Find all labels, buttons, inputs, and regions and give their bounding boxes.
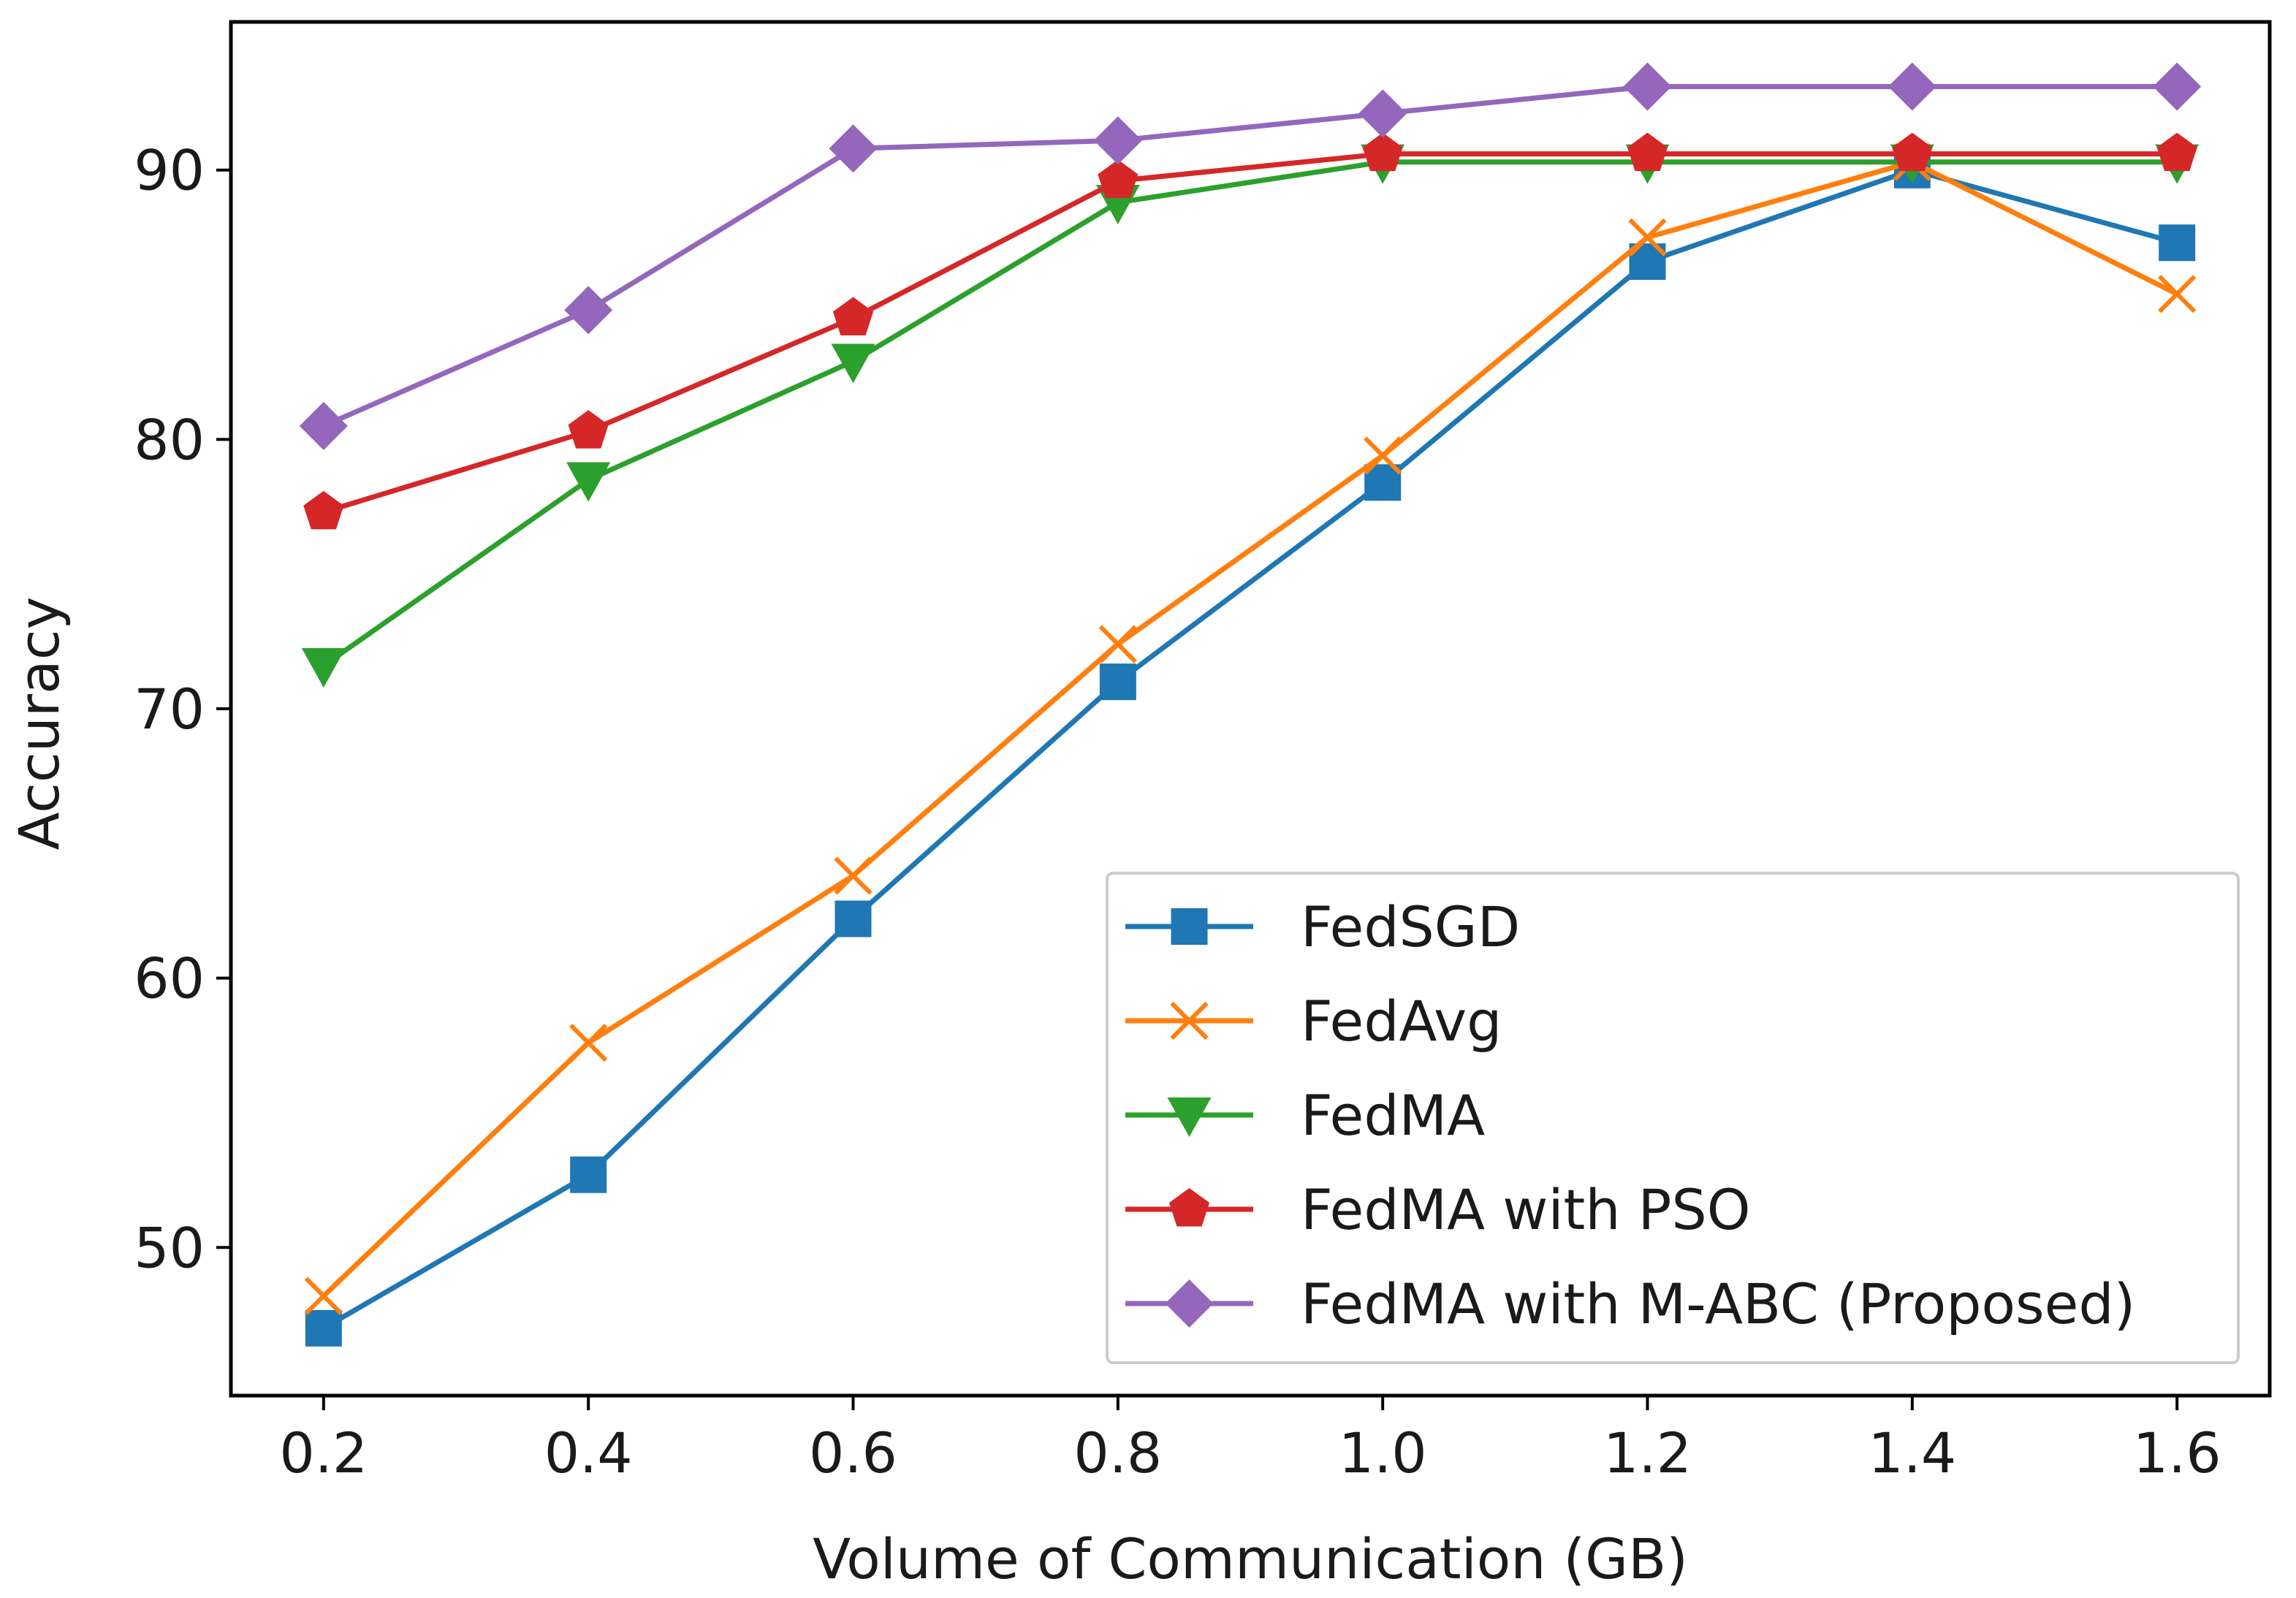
data-point-fedavg xyxy=(304,1277,343,1315)
y-axis: 50 60 70 80 90 xyxy=(134,138,231,1280)
data-point-fedsgd xyxy=(835,900,872,937)
y-tick-label: 90 xyxy=(134,138,205,203)
data-point-fedma-with-m-abc-proposed xyxy=(1093,116,1142,165)
series-line-fedsgd xyxy=(322,167,2178,1331)
series-line-fedma xyxy=(322,159,2178,668)
legend-items: FedSGD FedAvg FedMA FedMA with PSO FedMA wit… xyxy=(1125,894,2135,1336)
data-point-fedavg xyxy=(1628,218,1667,257)
x-tick-label: 1.2 xyxy=(1603,1420,1692,1485)
series-fedma-with-pso xyxy=(303,132,2197,530)
data-point-fedma-with-m-abc-proposed xyxy=(2153,62,2202,111)
data-point-fedma xyxy=(301,648,346,688)
data-point-fedsgd xyxy=(305,1309,342,1347)
legend-item-fedma-with-m-abc-proposed: FedMA with M-ABC (Proposed) xyxy=(1125,1271,2135,1336)
data-point-fedavg xyxy=(2158,275,2197,313)
data-point-fedsgd xyxy=(570,1156,607,1193)
legend-label: FedSGD xyxy=(1301,894,1520,959)
series-fedma-with-m-abc-proposed xyxy=(299,62,2202,450)
data-point-fedavg xyxy=(1364,436,1402,475)
series-layer xyxy=(299,62,2202,1347)
legend-item-fedma-with-pso: FedMA with PSO xyxy=(1125,1177,1751,1242)
x-tick-label: 0.4 xyxy=(544,1420,633,1485)
x-tick-label: 1.4 xyxy=(1868,1420,1956,1485)
legend-item-fedavg: FedAvg xyxy=(1125,989,1502,1054)
data-point-fedma xyxy=(566,462,611,502)
data-point-fedsgd xyxy=(1099,663,1136,701)
y-tick-label: 80 xyxy=(134,407,205,472)
data-point-fedma-with-m-abc-proposed xyxy=(564,286,613,335)
y-axis-title: Accuracy xyxy=(7,597,72,851)
y-tick-label: 70 xyxy=(134,677,205,742)
x-axis: 0.2 0.4 0.6 0.8 1.0 1.2 1.4 1.6 xyxy=(279,1396,2221,1485)
legend-marker xyxy=(1170,1001,1209,1040)
legend-item-fedma: FedMA xyxy=(1125,1083,1485,1148)
data-point-fedma-with-pso xyxy=(1892,132,1933,172)
x-tick-label: 0.2 xyxy=(279,1420,368,1485)
legend-marker xyxy=(1168,1188,1210,1227)
legend: FedSGD FedAvg FedMA FedMA with PSO FedMA wit… xyxy=(1106,872,2240,1364)
legend-label: FedMA with PSO xyxy=(1301,1177,1751,1242)
legend-marker xyxy=(1167,1097,1212,1137)
data-point-fedma-with-m-abc-proposed xyxy=(1358,89,1407,138)
legend-label: FedAvg xyxy=(1301,989,1502,1054)
data-point-fedma-with-pso xyxy=(1627,132,1668,172)
legend-item-fedsgd: FedSGD xyxy=(1125,894,1520,959)
legend-label: FedMA xyxy=(1301,1083,1485,1148)
data-point-fedavg xyxy=(569,1023,608,1062)
legend-label: FedMA with M-ABC (Proposed) xyxy=(1301,1271,2135,1336)
x-tick-label: 1.0 xyxy=(1339,1420,1427,1485)
y-tick-label: 60 xyxy=(134,946,205,1011)
x-tick-label: 0.6 xyxy=(809,1420,897,1485)
data-point-fedma-with-pso xyxy=(2156,132,2197,172)
series-line-fedma-with-m-abc-proposed xyxy=(322,84,2178,429)
data-point-fedma-with-pso xyxy=(303,490,344,530)
data-point-fedma-with-m-abc-proposed xyxy=(829,124,878,173)
data-point-fedma xyxy=(831,343,875,384)
data-point-fedma-with-m-abc-proposed xyxy=(1623,62,1672,111)
x-tick-label: 1.6 xyxy=(2133,1420,2221,1485)
data-point-fedma-with-pso xyxy=(832,297,874,335)
data-point-fedsgd xyxy=(2159,224,2196,262)
data-point-fedavg xyxy=(1098,625,1137,663)
legend-box xyxy=(1106,872,2240,1364)
data-point-fedavg xyxy=(834,856,873,895)
y-tick-label: 50 xyxy=(134,1215,205,1280)
x-axis-title: Volume of Communication (GB) xyxy=(813,1526,1688,1591)
legend-marker xyxy=(1165,1279,1214,1328)
data-point-fedma-with-m-abc-proposed xyxy=(299,401,348,450)
legend-marker xyxy=(1171,908,1208,945)
x-tick-label: 0.8 xyxy=(1073,1420,1162,1485)
data-point-fedma-with-m-abc-proposed xyxy=(1888,62,1936,111)
series-line-fedavg xyxy=(322,159,2178,1298)
data-point-fedma-with-pso xyxy=(1362,132,1403,172)
series-line-fedma-with-pso xyxy=(322,151,2178,515)
data-point-fedma-with-pso xyxy=(1098,159,1139,198)
data-point-fedma-with-pso xyxy=(568,410,609,449)
